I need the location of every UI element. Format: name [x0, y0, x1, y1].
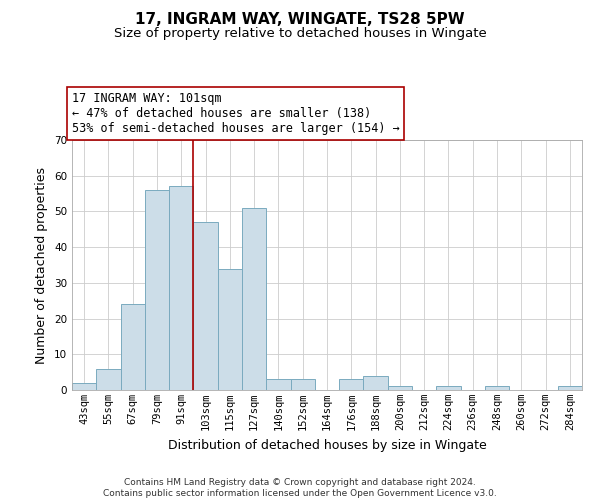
- Bar: [218, 268, 242, 390]
- Bar: [96, 368, 121, 390]
- Bar: [266, 380, 290, 390]
- Text: Size of property relative to detached houses in Wingate: Size of property relative to detached ho…: [113, 28, 487, 40]
- Text: 17 INGRAM WAY: 101sqm
← 47% of detached houses are smaller (138)
53% of semi-det: 17 INGRAM WAY: 101sqm ← 47% of detached …: [72, 92, 400, 135]
- Bar: [290, 380, 315, 390]
- Text: 17, INGRAM WAY, WINGATE, TS28 5PW: 17, INGRAM WAY, WINGATE, TS28 5PW: [135, 12, 465, 28]
- Bar: [169, 186, 193, 390]
- Bar: [193, 222, 218, 390]
- Bar: [145, 190, 169, 390]
- Bar: [485, 386, 509, 390]
- Bar: [72, 383, 96, 390]
- Bar: [339, 380, 364, 390]
- Bar: [364, 376, 388, 390]
- Bar: [121, 304, 145, 390]
- X-axis label: Distribution of detached houses by size in Wingate: Distribution of detached houses by size …: [167, 438, 487, 452]
- Bar: [436, 386, 461, 390]
- Bar: [558, 386, 582, 390]
- Bar: [388, 386, 412, 390]
- Y-axis label: Number of detached properties: Number of detached properties: [35, 166, 49, 364]
- Text: Contains HM Land Registry data © Crown copyright and database right 2024.
Contai: Contains HM Land Registry data © Crown c…: [103, 478, 497, 498]
- Bar: [242, 208, 266, 390]
